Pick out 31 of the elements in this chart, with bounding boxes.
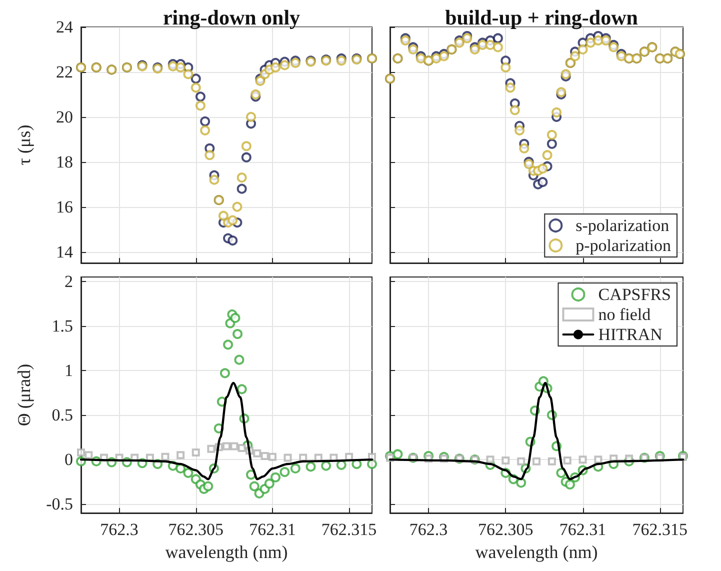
x-tick-label: 762.315 [632,520,688,539]
x-tick-label: 762.305 [478,520,534,539]
x-tick-label: 762.305 [168,520,224,539]
x-tick-label: 762.31 [559,520,606,539]
y-tick-label: 0.5 [52,406,73,425]
y-tick-label: 2 [64,272,73,291]
legend-label: s-polarization [576,216,670,235]
y-tick-label: 16 [56,197,73,216]
x-tick-label: 762.3 [409,520,448,539]
y-tick-label: 22 [56,62,73,82]
chart-title: ring-down only [162,6,301,30]
y-axis-title: τ (μs) [14,124,34,166]
chart-title: build-up + ring-down [445,6,638,30]
y-tick-label: 0 [64,450,73,470]
x-axis-title: wavelength (nm) [475,542,598,562]
y-tick-label: 20 [56,107,73,126]
x-tick-label: 762.31 [249,520,296,539]
legend-label: p-polarization [576,236,672,255]
legend-label: HITRAN [598,325,662,344]
y-tick-label: 1 [64,361,73,380]
y-tick-label: 18 [56,152,73,172]
y-axis-title: Θ (μrad) [14,364,34,426]
y-tick-label: 24 [56,18,74,36]
x-tick-label: 762.315 [321,520,377,539]
legend-label: no field [598,305,652,324]
y-tick-label: 14 [56,242,74,262]
y-tick-label: -0.5 [46,494,73,514]
y-tick-label: 1.5 [52,316,73,336]
x-tick-label: 762.3 [100,520,138,539]
legend-label: CAPSFRS [598,285,672,304]
x-axis-title: wavelength (nm) [165,542,288,562]
